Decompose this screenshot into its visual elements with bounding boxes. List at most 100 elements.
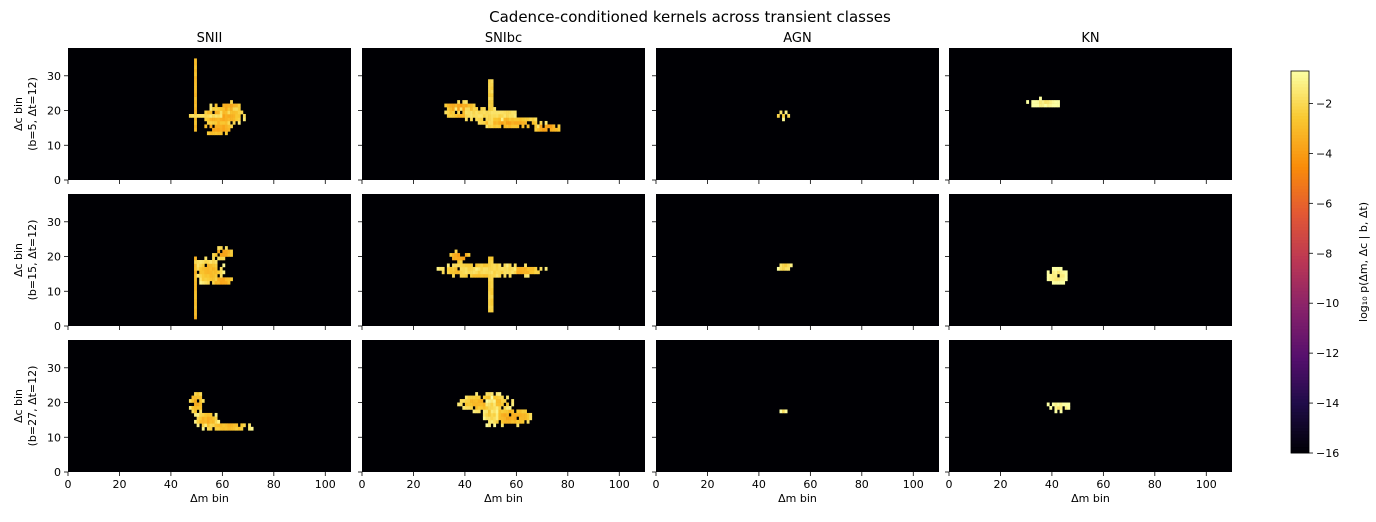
heatmap-cell <box>452 253 455 257</box>
heatmap-cell <box>784 266 788 271</box>
x-tick-label: 20 <box>406 478 420 491</box>
heatmap-cell <box>503 117 507 122</box>
heatmap-cell <box>782 266 785 271</box>
heatmap-cell <box>539 127 543 132</box>
x-tick-label: 100 <box>609 478 630 491</box>
heatmap-cell <box>449 253 453 257</box>
heatmap-cell <box>524 270 527 275</box>
heatmap-cell <box>1051 103 1055 108</box>
colorbar-segment <box>1291 134 1309 139</box>
heatmap-cell <box>539 266 543 271</box>
heatmap-cell <box>493 409 497 414</box>
colorbar: −2 −4 −6 −8 −10 −12 −14 −16 log₁₀ p(Δm, Δc | b, … <box>1290 70 1370 460</box>
heatmap-cell <box>485 406 489 410</box>
heatmap-cell <box>511 412 515 417</box>
heatmap-cell <box>521 416 525 421</box>
heatmap-cell <box>464 107 468 111</box>
heatmap-cell <box>1033 103 1037 108</box>
heatmap-cell <box>199 280 203 285</box>
heatmap-cell <box>214 260 218 264</box>
heatmap-cell <box>1031 103 1035 108</box>
heatmap-cell <box>230 426 233 431</box>
x-tick-label: 60 <box>509 478 523 491</box>
heatmap-cell <box>521 117 525 122</box>
heatmap-cell <box>477 263 481 268</box>
heatmap-cell <box>490 89 494 94</box>
heatmap-cell <box>446 103 450 108</box>
heatmap-cell <box>1036 103 1040 108</box>
heatmap-cell <box>452 114 455 118</box>
colorbar-segment <box>1291 96 1309 101</box>
heatmap-cell <box>217 419 221 424</box>
heatmap-cell <box>482 120 486 125</box>
heatmap-cell <box>511 419 515 424</box>
heatmap-cell <box>194 298 197 302</box>
heatmap-cell <box>477 266 481 271</box>
x-tick-label: 40 <box>458 478 472 491</box>
heatmap-cell <box>209 423 213 428</box>
colorbar-segment <box>1291 443 1309 448</box>
heatmap-cell <box>493 270 497 275</box>
heatmap-cell <box>506 419 509 424</box>
heatmap-cell <box>242 117 246 122</box>
heatmap-cell <box>506 270 509 275</box>
heatmap-cell <box>446 110 450 115</box>
heatmap-cell <box>503 270 507 275</box>
heatmap-cell <box>488 100 491 104</box>
heatmap-cell <box>529 266 533 271</box>
heatmap-cell <box>449 266 453 271</box>
x-tick-label: 100 <box>315 478 336 491</box>
heatmap-cell <box>219 256 223 261</box>
heatmap-cell <box>204 412 208 417</box>
heatmap-cell <box>488 419 491 424</box>
heatmap-cell <box>776 114 780 118</box>
heatmap-cell <box>1059 409 1063 414</box>
heatmap-cell <box>454 107 458 111</box>
heatmap-cell <box>464 399 468 403</box>
heatmap-cell <box>462 256 466 261</box>
heatmap-cell <box>457 263 461 268</box>
heatmap-cell <box>224 110 228 115</box>
heatmap-cell <box>217 249 221 254</box>
heatmap-cell <box>776 266 780 271</box>
heatmap-cell <box>224 127 228 132</box>
colorbar-segment <box>1291 338 1309 342</box>
heatmap-cell <box>547 124 551 129</box>
heatmap-cell <box>482 273 486 278</box>
heatmap-cell <box>217 270 221 275</box>
colorbar-segment <box>1291 242 1309 247</box>
colorbar-segment <box>1291 367 1309 371</box>
heatmap-cell <box>194 79 197 84</box>
heatmap-cell <box>222 426 226 431</box>
heatmap-cell <box>488 305 491 309</box>
y-axis-label: Δc bin <box>12 389 25 423</box>
heatmap-cell <box>493 263 497 268</box>
heatmap-panel-snii-0: 0 10 20 30 SNII Δc bin (b=5, Δt=12) <box>12 31 351 187</box>
heatmap-cell <box>462 266 466 271</box>
heatmap-cell <box>201 273 205 278</box>
heatmap-cell <box>475 117 479 122</box>
heatmap-cell <box>449 114 453 118</box>
heatmap-cell <box>475 399 479 403</box>
heatmap-cell <box>194 117 197 122</box>
heatmap-cell <box>206 280 210 285</box>
colorbar-segment <box>1291 188 1309 193</box>
heatmap-cell <box>204 110 208 115</box>
heatmap-cell <box>508 120 512 125</box>
heatmap-panel-snii-2: 0 20 40 60 80 100 0 10 20 30 Δm bin Δc bin (b=27, Δt… <box>12 340 351 505</box>
heatmap-cell <box>204 416 208 421</box>
heatmap-cell <box>214 253 218 257</box>
heatmap-cell <box>518 270 522 275</box>
heatmap-cell <box>201 114 205 118</box>
heatmap-cell <box>470 117 473 122</box>
heatmap-cell <box>459 114 463 118</box>
heatmap-cell <box>235 423 239 428</box>
heatmap-cell <box>194 75 197 80</box>
heatmap-cell <box>452 273 455 278</box>
heatmap-cell <box>1031 100 1035 104</box>
heatmap-cell <box>1064 406 1068 410</box>
heatmap-cell <box>472 110 476 115</box>
heatmap-cell <box>209 270 213 275</box>
heatmap-cell <box>498 110 502 115</box>
heatmap-cell <box>508 266 512 271</box>
